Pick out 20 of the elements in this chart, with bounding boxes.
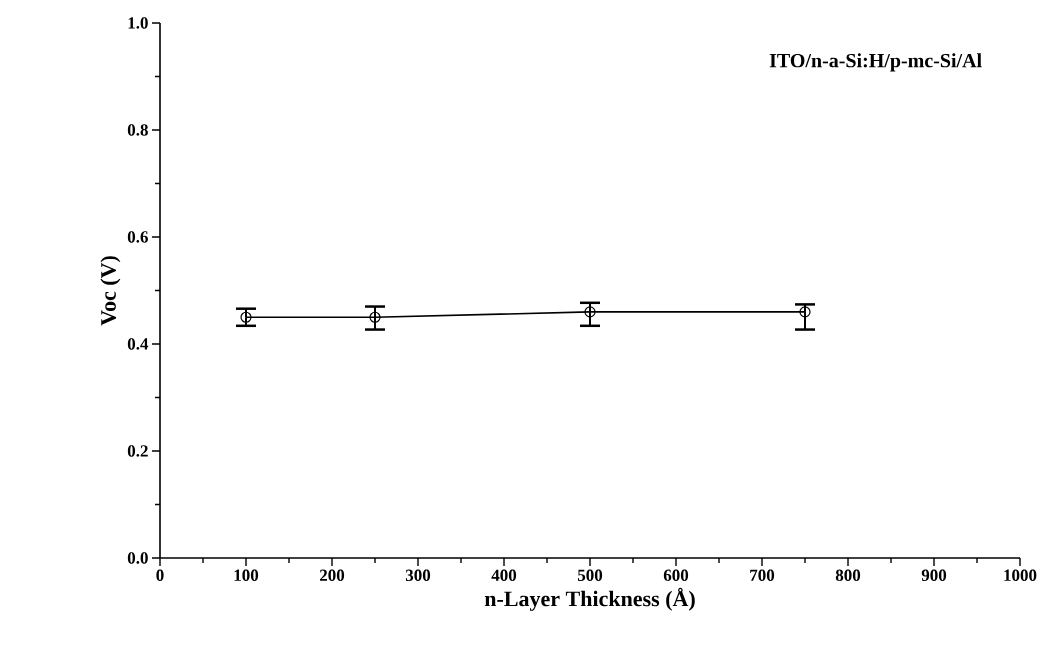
x-tick-label: 200	[319, 569, 345, 582]
x-tick-label: 0	[156, 569, 164, 582]
x-tick-label: 100	[234, 569, 259, 582]
annotation: ITO/n-a-Si:H/p-mc-Si/Al	[769, 53, 982, 72]
y-tick-label: 0.6	[127, 231, 148, 243]
y-tick-label: 0.8	[127, 124, 148, 136]
x-tick-label: 900	[921, 569, 947, 582]
x-tick-label: 300	[405, 569, 431, 582]
y-tick-label: 0.0	[127, 552, 148, 564]
x-tick-label: 400	[491, 569, 517, 582]
y-axis-title: Voc (V)	[100, 256, 121, 326]
y-tick-label: 1.0	[128, 17, 148, 29]
x-tick-label: 500	[577, 569, 603, 582]
x-tick-label: 1000	[1004, 569, 1037, 582]
x-axis-title: n-Layer Thickness (Å)	[484, 587, 695, 611]
x-tick-label: 600	[663, 569, 689, 582]
y-tick-label: 0.2	[127, 445, 148, 457]
x-tick-label: 800	[835, 569, 861, 582]
x-tick-label: 700	[750, 569, 775, 582]
y-tick-label: 0.4	[127, 338, 149, 350]
